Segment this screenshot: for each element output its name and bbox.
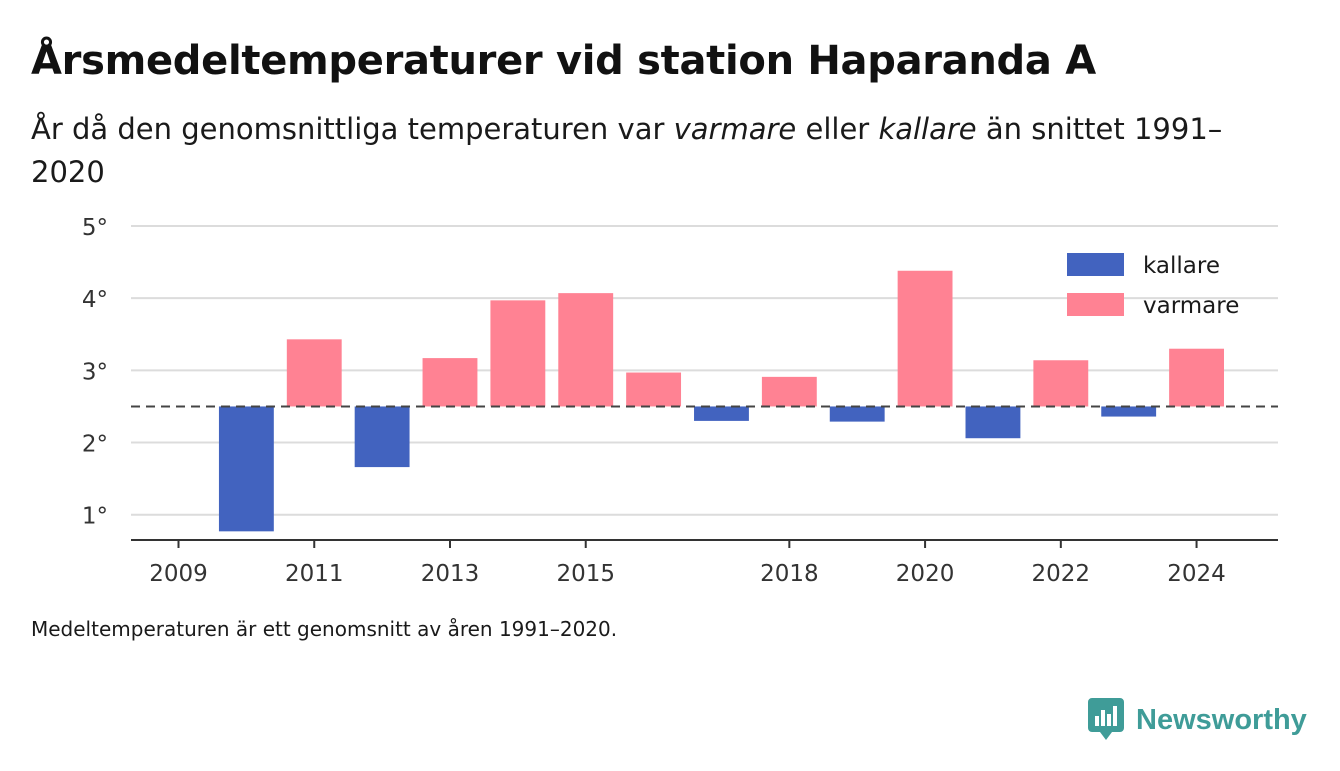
bar-2020 xyxy=(897,270,953,407)
x-tick-label: 2013 xyxy=(421,561,480,587)
bar-2021 xyxy=(965,406,1021,439)
bar-2013 xyxy=(422,358,478,407)
subtitle-warmer: varmare xyxy=(673,112,797,146)
bar-2010 xyxy=(218,406,274,532)
footnote: Medeltemperaturen är ett genomsnitt av å… xyxy=(31,617,618,641)
x-tick-label: 2024 xyxy=(1167,561,1226,587)
subtitle-part3: än snittet 1991–2020 xyxy=(31,112,1223,189)
y-tick-label: 1° xyxy=(82,504,108,530)
x-tick-label: 2020 xyxy=(896,561,955,587)
x-tick-label: 2011 xyxy=(285,561,344,587)
x-tick-label: 2009 xyxy=(149,561,208,587)
x-tick-label: 2015 xyxy=(556,561,615,587)
x-tick-label: 2018 xyxy=(760,561,819,587)
y-tick-label: 4° xyxy=(82,287,108,313)
bar-2014 xyxy=(490,300,546,407)
bar-2016 xyxy=(626,372,682,407)
bar-2023 xyxy=(1101,406,1157,417)
bar-2011 xyxy=(286,339,342,407)
y-tick-label: 2° xyxy=(82,432,108,458)
bar-2019 xyxy=(829,406,885,422)
x-tick-label: 2022 xyxy=(1032,561,1091,587)
bar-2017 xyxy=(694,406,749,421)
brand-logo: Newsworthy xyxy=(1088,698,1307,742)
chart-title: Årsmedeltemperaturer vid station Haparan… xyxy=(31,38,1096,84)
chart-subtitle: År då den genomsnittliga temperaturen va… xyxy=(31,108,1231,194)
legend-swatch-varmare xyxy=(1067,293,1124,316)
bar-chart: 1° 2° 3° 4° 5° 2009 2011 2013 2015 2018 2020 2022 20… xyxy=(82,215,1278,587)
bar-2012 xyxy=(354,406,410,468)
subtitle-part2: eller xyxy=(796,112,879,146)
legend-label-varmare: varmare xyxy=(1143,293,1239,319)
y-tick-label: 5° xyxy=(82,215,108,241)
bar-2024 xyxy=(1169,348,1224,407)
y-tick-label: 3° xyxy=(82,359,108,385)
bar-2022 xyxy=(1033,360,1089,407)
legend-label-kallare: kallare xyxy=(1143,253,1220,279)
bar-2015 xyxy=(558,293,614,407)
brand-name: Newsworthy xyxy=(1136,703,1307,736)
bar-2018 xyxy=(761,376,817,407)
newsworthy-logo-icon xyxy=(1088,698,1124,740)
subtitle-colder: kallare xyxy=(878,112,977,146)
legend-swatch-kallare xyxy=(1067,253,1124,276)
subtitle-part1: År då den genomsnittliga temperaturen va… xyxy=(31,112,674,146)
